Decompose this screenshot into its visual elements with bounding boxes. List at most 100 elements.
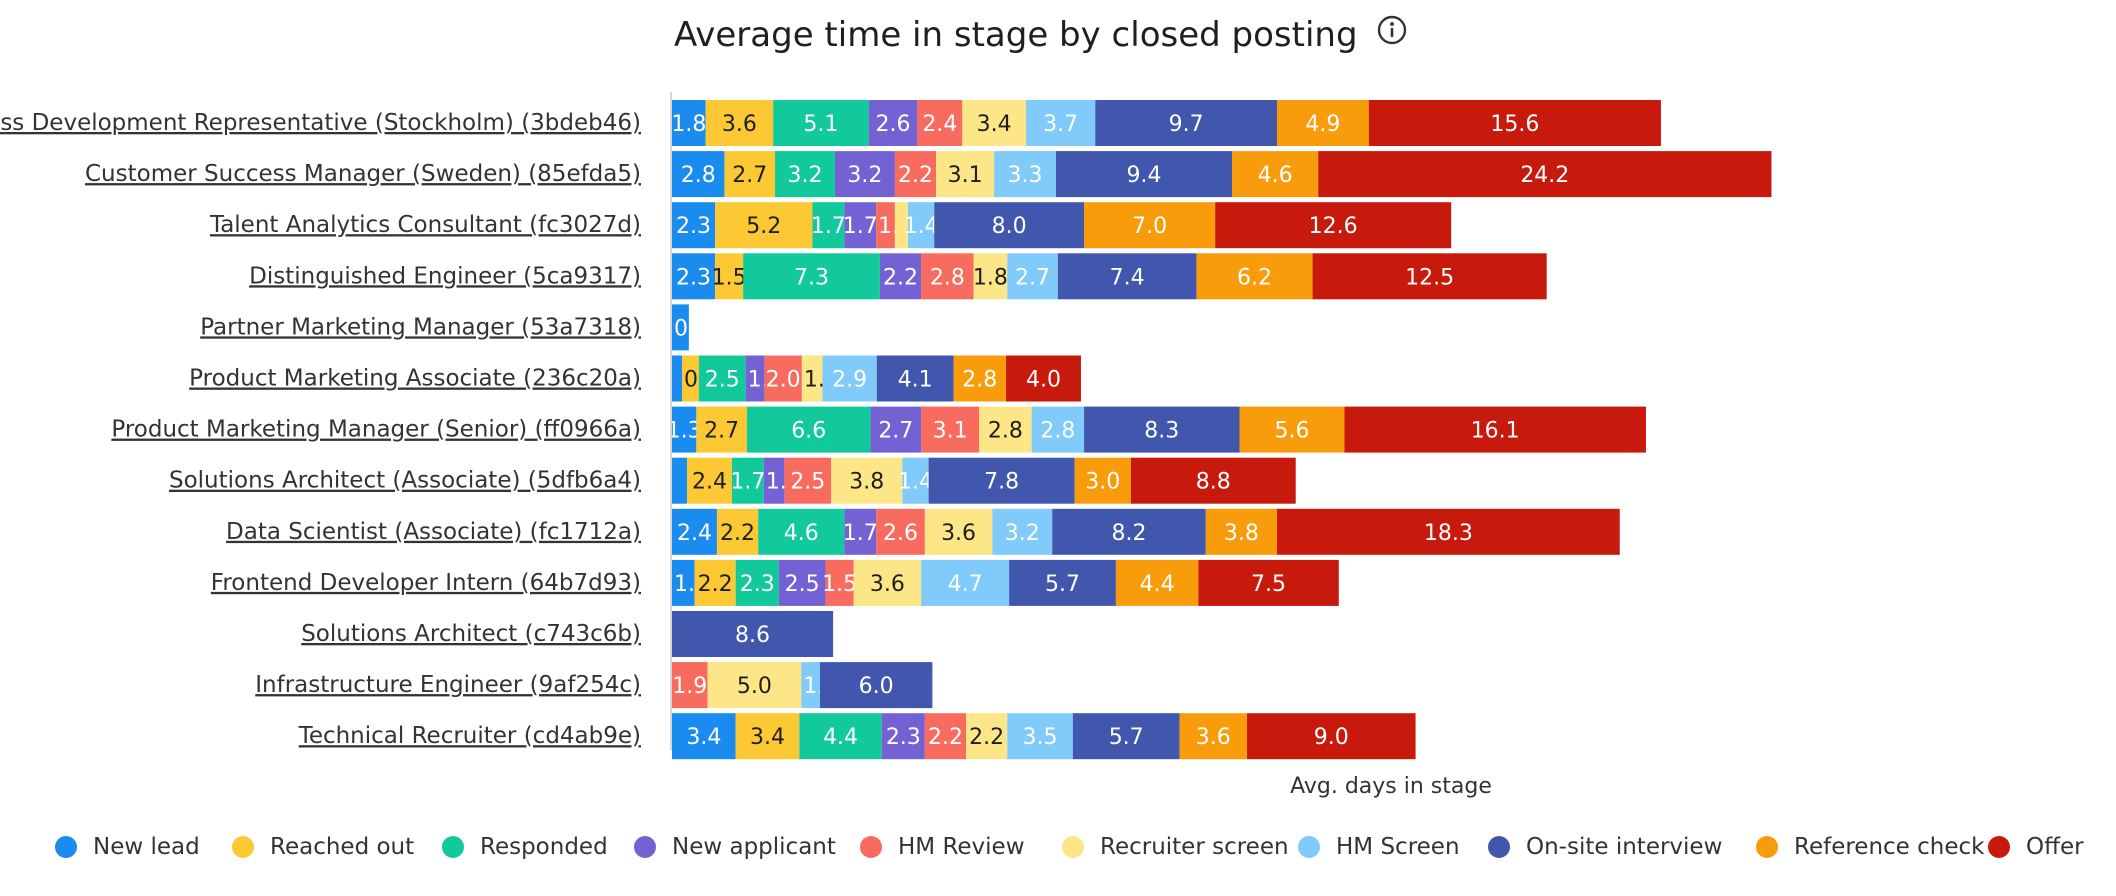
bar-segment-new-lead[interactable] — [672, 151, 725, 198]
bar-segment-responded[interactable] — [812, 202, 845, 249]
bar-segment-hm-review[interactable] — [876, 202, 895, 249]
bar-segment-on-site-interview[interactable] — [1057, 253, 1197, 300]
bar-segment-offer[interactable] — [1312, 253, 1547, 300]
bar-segment-recruiter-screen[interactable] — [894, 202, 908, 249]
bar-segment-recruiter-screen[interactable] — [936, 151, 995, 198]
bar-segment-responded[interactable] — [746, 406, 871, 453]
bar-segment-hm-review[interactable] — [876, 508, 925, 555]
row-label[interactable]: Product Marketing Associate (236c20a) — [189, 366, 641, 392]
row-label[interactable]: Technical Recruiter (cd4ab9e) — [298, 723, 641, 749]
bar-segment-reached-out[interactable] — [694, 559, 736, 606]
bar-segment-offer[interactable] — [1247, 713, 1416, 760]
row-label[interactable]: Solutions Architect (c743c6b) — [301, 621, 641, 647]
bar-segment-hm-screen[interactable] — [1025, 100, 1096, 146]
bar-segment-offer[interactable] — [1344, 406, 1646, 453]
bar-segment-reference-check[interactable] — [1074, 457, 1131, 504]
bar-segment-new-lead[interactable] — [672, 355, 682, 402]
bar-segment-offer[interactable] — [1215, 202, 1452, 249]
bar-segment-on-site-interview[interactable] — [672, 611, 834, 657]
bar-segment-hm-screen[interactable] — [907, 202, 935, 249]
bar-segment-reached-out[interactable] — [715, 202, 813, 249]
bar-segment-new-applicant[interactable] — [834, 151, 895, 198]
bar-segment-offer[interactable] — [1318, 151, 1772, 198]
bar-segment-reached-out[interactable] — [735, 713, 800, 760]
legend-item[interactable]: Offer — [1988, 834, 2084, 860]
bar-segment-hm-review[interactable] — [764, 355, 802, 402]
bar-segment-responded[interactable] — [731, 457, 764, 504]
bar-segment-hm-screen[interactable] — [921, 559, 1010, 606]
bar-segment-reference-check[interactable] — [1239, 406, 1345, 453]
bar-segment-offer[interactable] — [1276, 508, 1620, 555]
bar-segment-hm-review[interactable] — [924, 713, 967, 760]
bar-segment-reached-out[interactable] — [716, 508, 759, 555]
bar-segment-responded[interactable] — [698, 355, 746, 402]
bar-segment-on-site-interview[interactable] — [819, 662, 933, 709]
legend-item[interactable]: New applicant — [634, 834, 836, 860]
bar-segment-reference-check[interactable] — [1115, 559, 1199, 606]
bar-segment-recruiter-screen[interactable] — [924, 508, 993, 555]
bar-segment-on-site-interview[interactable] — [1055, 151, 1233, 198]
bar-segment-hm-screen[interactable] — [1007, 253, 1058, 300]
bar-segment-reached-out[interactable] — [686, 457, 732, 504]
bar-segment-reference-check[interactable] — [1179, 713, 1248, 760]
legend-item[interactable]: Reference check — [1756, 834, 1984, 860]
row-label[interactable]: Talent Analytics Consultant (fc3027d) — [209, 212, 641, 238]
bar-segment-new-applicant[interactable] — [763, 457, 785, 504]
bar-segment-reached-out[interactable] — [705, 100, 774, 146]
row-label[interactable]: Partner Marketing Manager (53a7318) — [200, 314, 641, 340]
legend-item[interactable]: Reached out — [232, 834, 414, 860]
bar-segment-recruiter-screen[interactable] — [801, 355, 823, 402]
legend-item[interactable]: Responded — [442, 834, 608, 860]
bar-segment-recruiter-screen[interactable] — [979, 406, 1032, 453]
bar-segment-new-applicant[interactable] — [879, 253, 922, 300]
row-label[interactable]: Distinguished Engineer (5ca9317) — [249, 263, 641, 289]
row-label[interactable]: Solutions Architect (Associate) (5dfb6a4… — [169, 468, 641, 494]
bar-segment-new-applicant[interactable] — [745, 355, 765, 402]
row-label[interactable]: Infrastructure Engineer (9af254c) — [255, 672, 641, 698]
bar-segment-new-lead[interactable] — [672, 713, 736, 760]
bar-segment-offer[interactable] — [1368, 100, 1661, 146]
bar-segment-on-site-interview[interactable] — [934, 202, 1085, 249]
bar-segment-reference-check[interactable] — [1232, 151, 1319, 198]
bar-segment-on-site-interview[interactable] — [1084, 406, 1240, 453]
bar-segment-recruiter-screen[interactable] — [831, 457, 903, 504]
bar-segment-offer[interactable] — [1006, 355, 1081, 402]
bar-segment-new-lead[interactable] — [672, 304, 689, 351]
bar-segment-on-site-interview[interactable] — [928, 457, 1075, 504]
bar-segment-responded[interactable] — [775, 151, 835, 198]
bar-segment-new-lead[interactable] — [672, 406, 697, 453]
bar-segment-responded[interactable] — [799, 713, 882, 760]
row-label[interactable]: Data Scientist (Associate) (fc1712a) — [226, 519, 641, 545]
bar-segment-reference-check[interactable] — [1196, 253, 1313, 300]
bar-segment-responded[interactable] — [735, 559, 779, 606]
bar-segment-reference-check[interactable] — [1205, 508, 1277, 555]
bar-segment-recruiter-screen[interactable] — [962, 100, 1026, 146]
bar-segment-reached-out[interactable] — [724, 151, 776, 198]
legend-item[interactable]: New lead — [55, 834, 200, 860]
bar-segment-new-lead[interactable] — [672, 100, 706, 146]
bar-segment-recruiter-screen[interactable] — [853, 559, 922, 606]
bar-segment-new-lead[interactable] — [672, 253, 716, 300]
bar-segment-new-lead[interactable] — [672, 457, 687, 504]
bar-segment-reached-out[interactable] — [715, 253, 744, 300]
bar-segment-responded[interactable] — [758, 508, 845, 555]
bar-segment-responded[interactable] — [773, 100, 869, 146]
bar-segment-on-site-interview[interactable] — [1095, 100, 1277, 146]
bar-segment-hm-review[interactable] — [921, 406, 980, 453]
bar-segment-hm-review[interactable] — [672, 662, 708, 709]
bar-segment-new-lead[interactable] — [672, 508, 717, 555]
bar-segment-hm-screen[interactable] — [992, 508, 1053, 555]
bar-segment-recruiter-screen[interactable] — [707, 662, 802, 709]
bar-segment-reached-out[interactable] — [696, 406, 747, 453]
bar-segment-reference-check[interactable] — [1276, 100, 1369, 146]
bar-segment-hm-review[interactable] — [917, 100, 963, 146]
bar-segment-new-lead[interactable] — [672, 559, 695, 606]
bar-segment-hm-review[interactable] — [894, 151, 937, 198]
bar-segment-new-applicant[interactable] — [881, 713, 925, 760]
bar-segment-offer[interactable] — [1130, 457, 1296, 504]
bar-segment-on-site-interview[interactable] — [1052, 508, 1206, 555]
bar-segment-reached-out[interactable] — [682, 355, 699, 402]
legend-item[interactable]: On-site interview — [1488, 834, 1722, 860]
bar-segment-hm-screen[interactable] — [902, 457, 929, 504]
bar-segment-hm-review[interactable] — [825, 559, 854, 606]
